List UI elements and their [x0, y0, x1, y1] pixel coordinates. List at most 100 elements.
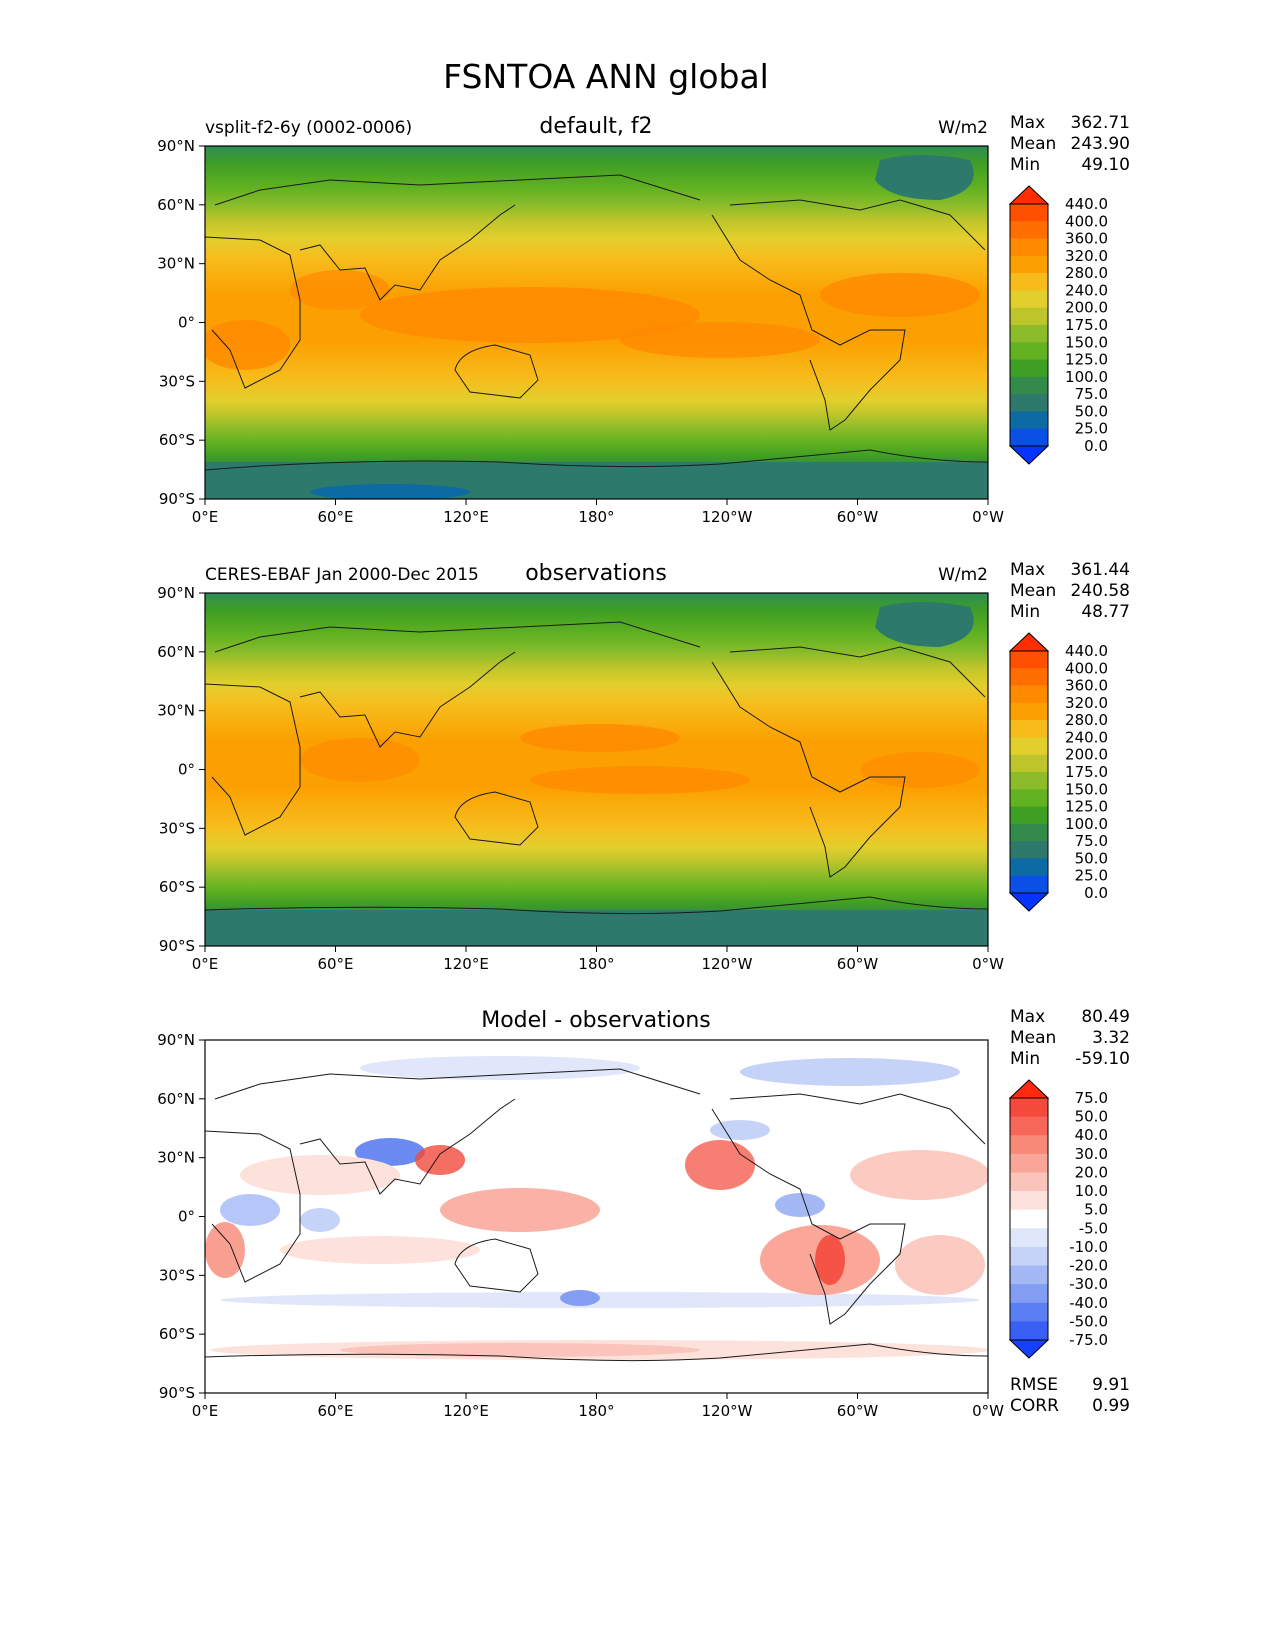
colorbar-segment: [1010, 651, 1048, 669]
colorbar-extend-top: [1008, 185, 1050, 205]
colorbar-segment: [1010, 1321, 1048, 1341]
y-tick-label: 0°: [178, 761, 195, 779]
colorbar-tick-label: -10.0: [1069, 1238, 1108, 1256]
colorbar-tick-label: 200.0: [1065, 299, 1108, 317]
x-tick-label: 120°E: [443, 955, 489, 973]
colorbar-tick-label: -50.0: [1069, 1312, 1108, 1330]
y-tick-label: 30°N: [157, 702, 195, 720]
colorbar-tick-label: 400.0: [1065, 212, 1108, 230]
x-tick-label: 120°W: [702, 508, 753, 526]
x-tick-label: 60°E: [317, 508, 353, 526]
colorbar-extend-bottom: [1008, 1339, 1050, 1359]
colorbar-segment: [1010, 1116, 1048, 1136]
colorbar-tick-label: 5.0: [1084, 1201, 1108, 1219]
colorbar-tick-label: 240.0: [1065, 281, 1108, 299]
colorbar-frame: [1009, 650, 1049, 894]
y-tick-label: 30°S: [159, 1266, 195, 1284]
colorbar-tick-label: 400.0: [1065, 659, 1108, 677]
colorbar-tick-label: 150.0: [1065, 333, 1108, 351]
colorbar-extend-bottom: [1008, 445, 1050, 465]
stat-min-label-diff: Min: [1010, 1049, 1040, 1069]
colorbar-tick-label: 200.0: [1065, 746, 1108, 764]
colorbar-segment: [1010, 290, 1048, 309]
colorbar-tick-label: -75.0: [1069, 1331, 1108, 1349]
stat-max-value-obs: 361.44: [1071, 560, 1130, 580]
stat-min-value-model: 49.10: [1081, 155, 1130, 175]
y-tick-label: 60°S: [159, 878, 195, 896]
colorbar-segment: [1010, 772, 1048, 790]
map-obs: [205, 593, 988, 946]
coastlines-obs: [205, 621, 988, 915]
axis-ticks-diff: 0°E 60°E 120°E 180° 120°W 60°W 0°W 90°N 60°N 30°N…: [157, 1031, 1004, 1420]
panel-obs-center-label: observations: [525, 561, 667, 586]
colorbar-segment: [1010, 875, 1048, 894]
colorbar-segment: [1010, 359, 1048, 378]
panel-model-left-label: vsplit-f2-6y (0002-0006): [205, 118, 412, 138]
colorbar-segment: [1010, 841, 1048, 859]
colorbar-tick-label: 150.0: [1065, 780, 1108, 798]
x-tick-label: 0°W: [972, 1402, 1004, 1420]
map-diff: [205, 1040, 988, 1393]
y-tick-label: 60°N: [157, 1090, 195, 1108]
colorbar-diff: 75.050.040.030.020.010.05.0-5.0-10.0-20.…: [1008, 1079, 1108, 1359]
stat-mean-label-diff: Mean: [1010, 1028, 1056, 1048]
colorbar-segment: [1010, 1228, 1048, 1248]
colorbar-extend-top: [1008, 1079, 1050, 1099]
rmse-value: 9.91: [1092, 1375, 1130, 1395]
colorbar-segment: [1010, 737, 1048, 756]
stat-mean-value-obs: 240.58: [1071, 581, 1130, 601]
colorbar-tick-label: 360.0: [1065, 230, 1108, 248]
colorbar-tick-label: 175.0: [1065, 763, 1108, 781]
stat-mean-label-obs: Mean: [1010, 581, 1056, 601]
x-tick-label: 60°W: [837, 508, 879, 526]
colorbar-tick-label: 50.0: [1075, 402, 1108, 420]
x-tick-label: 120°W: [702, 955, 753, 973]
y-tick-label: 30°N: [157, 1149, 195, 1167]
colorbar-segment: [1010, 394, 1048, 412]
y-tick-label: 0°: [178, 1208, 195, 1226]
colorbar-segment: [1010, 1172, 1048, 1192]
colorbar-frame: [1009, 203, 1049, 447]
colorbar-segment: [1010, 823, 1048, 842]
figure-title: FSNTOA ANN global: [443, 57, 769, 96]
colorbar-segment: [1010, 1209, 1048, 1229]
colorbar-tick-label: 20.0: [1075, 1163, 1108, 1181]
colorbar-segment: [1010, 1153, 1048, 1173]
colorbar-tick-label: 0.0: [1084, 437, 1108, 455]
colorbar-segment: [1010, 702, 1048, 721]
stat-max-label-obs: Max: [1010, 560, 1045, 580]
stat-mean-label-model: Mean: [1010, 134, 1056, 154]
colorbar-tick-label: 125.0: [1065, 798, 1108, 816]
colorbar-segment: [1010, 428, 1048, 447]
y-tick-label: 90°N: [157, 584, 195, 602]
colorbar-segment: [1010, 1265, 1048, 1285]
colorbar-segment: [1010, 411, 1048, 430]
y-tick-label: 30°N: [157, 255, 195, 273]
colorbar-segment: [1010, 376, 1048, 395]
colorbar-tick-label: 10.0: [1075, 1182, 1108, 1200]
colorbar-tick-label: 280.0: [1065, 711, 1108, 729]
y-tick-label: 60°S: [159, 1325, 195, 1343]
colorbar-segment: [1010, 720, 1048, 738]
y-tick-label: 60°N: [157, 196, 195, 214]
stat-mean-value-diff: 3.32: [1092, 1028, 1130, 1048]
colorbar-segment: [1010, 668, 1048, 687]
colorbar-tick-label: 25.0: [1075, 420, 1108, 438]
colorbar-segment: [1010, 255, 1048, 274]
colorbar-tick-label: 40.0: [1075, 1126, 1108, 1144]
colorbar-segment: [1010, 238, 1048, 257]
colorbar-segment: [1010, 754, 1048, 773]
colorbar-tick-label: 75.0: [1075, 832, 1108, 850]
colorbar-tick-label: 50.0: [1075, 849, 1108, 867]
colorbar-segment: [1010, 273, 1048, 291]
colorbar-tick-label: 50.0: [1075, 1108, 1108, 1126]
x-tick-label: 0°E: [192, 1402, 219, 1420]
coastlines-diff: [205, 1068, 988, 1362]
panel-obs: CERES-EBAF Jan 2000-Dec 2015 observation…: [204, 560, 1130, 947]
panel-diff-center-label: Model - observations: [481, 1008, 711, 1033]
colorbar-tick-label: 75.0: [1075, 1089, 1108, 1107]
colorbar-tick-label: -5.0: [1079, 1219, 1108, 1237]
colorbar-segment: [1010, 1302, 1048, 1322]
colorbar-extend-bottom: [1008, 892, 1050, 912]
